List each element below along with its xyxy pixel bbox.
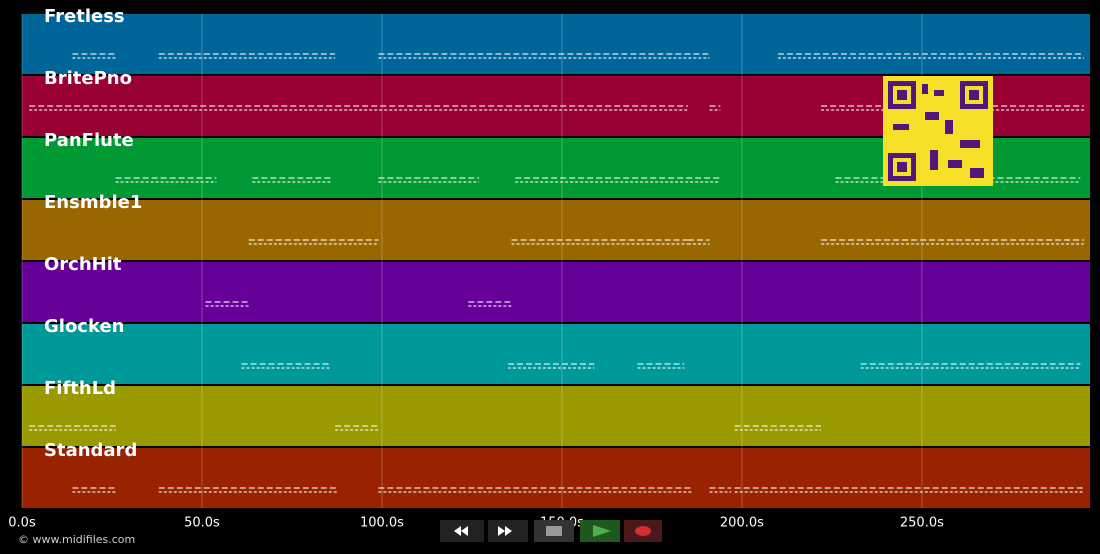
track-name: PanFlute [44,130,134,151]
stop-icon [546,526,562,536]
qr-code [883,76,993,186]
track-name: FifthLd [44,378,116,399]
track-lane [22,448,1090,508]
track-name: Standard [44,440,137,461]
x-tick-label: 50.0s [184,516,220,531]
track-lane [22,200,1090,260]
track-lane [22,262,1090,322]
x-tick-label: 100.0s [360,516,404,531]
record-icon [635,526,651,536]
x-tick-label: 250.0s [900,516,944,531]
forward-icon [498,526,512,536]
copyright: © www.midifiles.com [18,533,135,546]
track-lane [22,14,1090,74]
track-name: Ensmble1 [44,192,142,213]
play-icon [593,525,611,537]
track-lane [22,324,1090,384]
rewind-icon [454,526,468,536]
track-name: Fretless [44,6,125,27]
transport-controls [440,520,662,542]
track-name: Glocken [44,316,125,337]
track-name: OrchHit [44,254,122,275]
x-tick-label: 0.0s [8,516,36,531]
track-name: BritePno [44,68,132,89]
track-lane [22,386,1090,446]
x-tick-label: 200.0s [720,516,764,531]
